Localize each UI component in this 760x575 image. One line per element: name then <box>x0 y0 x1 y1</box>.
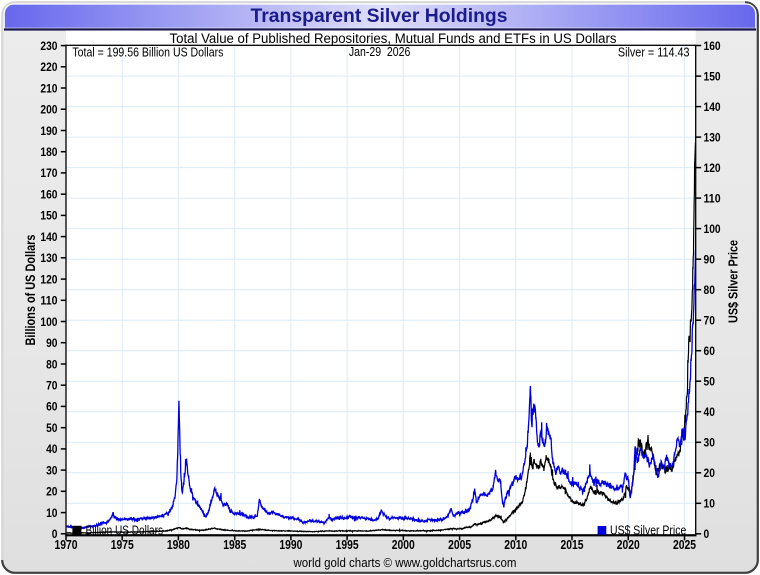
svg-text:150: 150 <box>40 209 57 223</box>
svg-text:2010: 2010 <box>504 537 527 552</box>
svg-text:0: 0 <box>52 527 58 541</box>
svg-text:40: 40 <box>704 405 716 419</box>
svg-text:120: 120 <box>40 272 57 286</box>
svg-text:10: 10 <box>46 506 58 520</box>
svg-text:60: 60 <box>704 344 716 358</box>
svg-text:1990: 1990 <box>279 537 302 552</box>
svg-text:170: 170 <box>40 166 57 180</box>
svg-text:160: 160 <box>40 188 57 202</box>
svg-text:190: 190 <box>40 124 57 138</box>
svg-text:120: 120 <box>704 161 721 175</box>
svg-text:Silver = 114.43: Silver = 114.43 <box>618 44 690 59</box>
svg-text:80: 80 <box>46 357 58 371</box>
svg-text:230: 230 <box>40 39 57 53</box>
svg-text:2005: 2005 <box>448 537 471 552</box>
svg-text:Jan-29 2026: Jan-29 2026 <box>349 44 411 59</box>
svg-text:210: 210 <box>40 81 57 95</box>
svg-text:2000: 2000 <box>392 537 415 552</box>
svg-text:110: 110 <box>40 294 57 308</box>
svg-text:60: 60 <box>46 400 58 414</box>
svg-text:Billion US Dollars: Billion US Dollars <box>86 522 164 537</box>
svg-text:40: 40 <box>46 442 58 456</box>
svg-text:Total Value of Published Repos: Total Value of Published Repositories, M… <box>170 31 617 46</box>
svg-text:130: 130 <box>704 130 721 144</box>
svg-text:140: 140 <box>40 230 57 244</box>
svg-text:Total = 199.56 Billion US Doll: Total = 199.56 Billion US Dollars <box>72 44 223 59</box>
svg-text:200: 200 <box>40 103 57 117</box>
svg-text:10: 10 <box>704 497 716 511</box>
svg-text:50: 50 <box>46 421 58 435</box>
svg-text:US$ Silver Price: US$ Silver Price <box>610 522 686 537</box>
svg-text:70: 70 <box>46 379 58 393</box>
svg-text:80: 80 <box>704 283 716 297</box>
svg-text:1985: 1985 <box>223 537 246 552</box>
svg-text:US$ Silver Price: US$ Silver Price <box>725 240 740 323</box>
svg-text:2020: 2020 <box>617 537 640 552</box>
svg-text:110: 110 <box>704 191 721 205</box>
svg-text:20: 20 <box>46 485 58 499</box>
svg-text:world gold charts © www.goldch: world gold charts © www.goldchartsrus.co… <box>293 556 517 570</box>
svg-text:180: 180 <box>40 145 57 159</box>
svg-text:Billions of US Dollars: Billions of US Dollars <box>23 235 38 346</box>
svg-text:1995: 1995 <box>336 537 359 552</box>
svg-text:150: 150 <box>704 69 721 83</box>
svg-text:1975: 1975 <box>111 537 134 552</box>
svg-text:220: 220 <box>40 60 57 74</box>
svg-text:30: 30 <box>46 463 58 477</box>
svg-text:2015: 2015 <box>561 537 584 552</box>
svg-text:90: 90 <box>704 253 716 267</box>
svg-text:100: 100 <box>704 222 721 236</box>
svg-text:70: 70 <box>704 314 716 328</box>
svg-text:140: 140 <box>704 100 721 114</box>
svg-text:50: 50 <box>704 375 716 389</box>
svg-text:30: 30 <box>704 436 716 450</box>
svg-text:Transparent Silver Holdings: Transparent Silver Holdings <box>251 5 508 27</box>
svg-text:1970: 1970 <box>55 537 78 552</box>
svg-text:160: 160 <box>704 39 721 53</box>
svg-text:0: 0 <box>704 527 710 541</box>
svg-text:90: 90 <box>46 336 58 350</box>
svg-text:1980: 1980 <box>167 537 190 552</box>
svg-text:20: 20 <box>704 466 716 480</box>
svg-text:130: 130 <box>40 251 57 265</box>
svg-text:100: 100 <box>40 315 57 329</box>
svg-text:2025: 2025 <box>673 537 696 552</box>
